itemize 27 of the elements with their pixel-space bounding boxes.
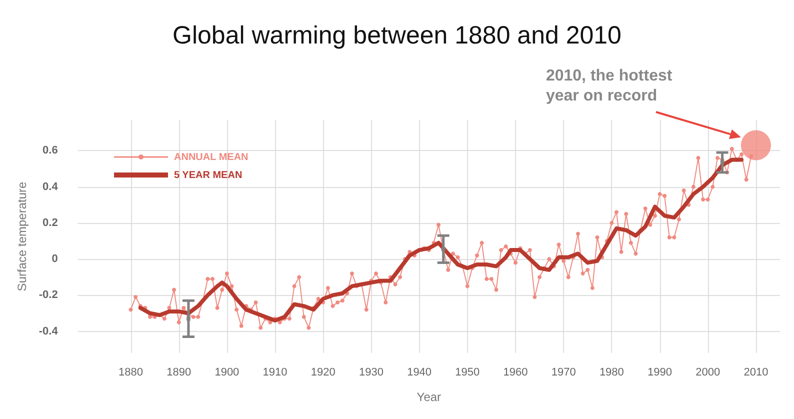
x-tick-label: 2000 xyxy=(696,366,720,378)
x-axis-title: Year xyxy=(416,390,442,404)
x-tick-label: 1990 xyxy=(648,366,672,378)
x-tick-label: 1940 xyxy=(407,366,432,378)
text: 2010, the hottest year on record xyxy=(546,68,677,104)
x-tick-label: 1970 xyxy=(551,366,576,378)
y-axis-title: Surface temperature xyxy=(15,181,29,292)
y-tick-label: 0 xyxy=(52,253,58,266)
y-tick-label: 0.6 xyxy=(42,144,58,157)
y-tick-label: 0.2 xyxy=(42,216,58,229)
y-tick-label: -0.2 xyxy=(38,289,58,302)
x-tick-label: 1980 xyxy=(599,366,624,378)
x-tick-label: 1910 xyxy=(262,366,288,378)
y-tick-label: 0.4 xyxy=(42,180,59,193)
x-tick-label: 1920 xyxy=(310,366,336,378)
x-tick-label: 1900 xyxy=(214,366,240,378)
x-tick-label: 1950 xyxy=(455,366,480,378)
text: 5 YEAR MEAN xyxy=(174,170,242,180)
text: ANNUAL MEAN xyxy=(174,152,248,162)
x-tick-label: 1960 xyxy=(503,366,528,378)
point xyxy=(740,130,771,160)
x-tick-label: 1890 xyxy=(166,366,192,378)
x-tick-label: 1930 xyxy=(358,366,384,378)
y-tick-label: -0.4 xyxy=(38,325,59,338)
x-tick-label: 1880 xyxy=(118,366,143,378)
chart-title: Global warming between 1880 and 2010 xyxy=(172,22,622,50)
x-tick-label: 2010 xyxy=(744,366,768,378)
